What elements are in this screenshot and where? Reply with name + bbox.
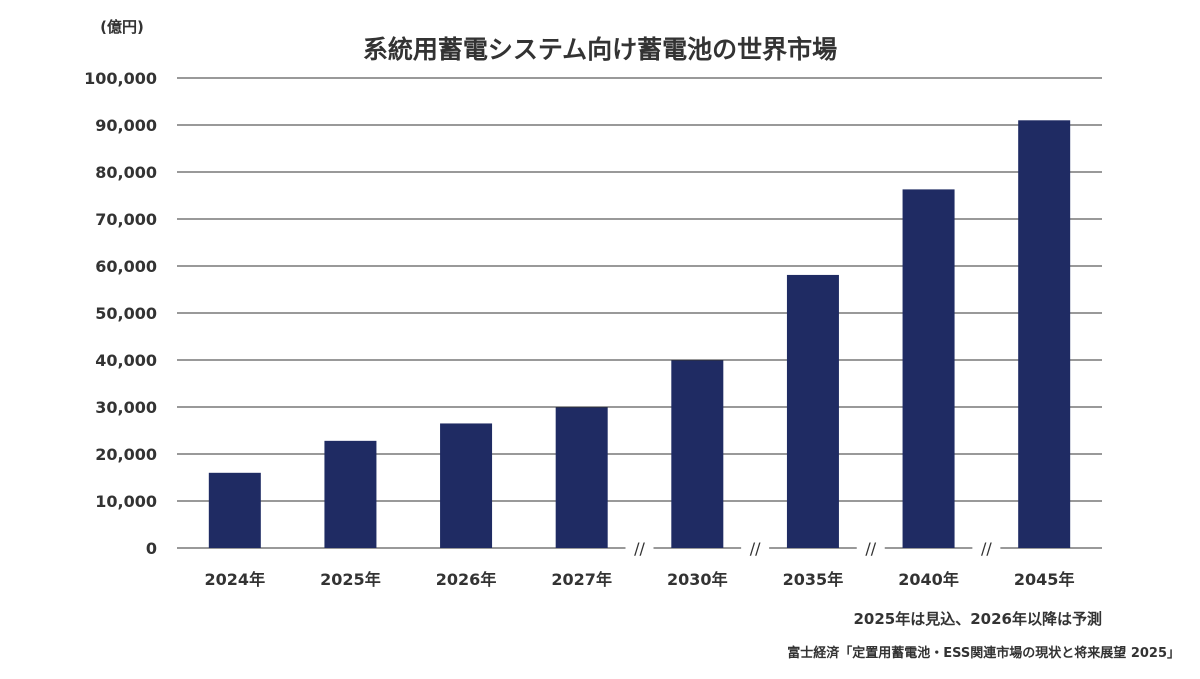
y-unit-label: (億円) [100, 18, 144, 36]
y-tick-label: 50,000 [95, 304, 157, 323]
x-tick-label: 2030年 [667, 570, 728, 589]
x-tick-label: 2027年 [551, 570, 612, 589]
y-tick-label: 100,000 [84, 69, 157, 88]
axis-break-gap [741, 545, 770, 552]
bar [671, 360, 724, 548]
y-axis-ticks: 0 10,000 20,000 30,000 40,000 50,000 60,000 70,… [84, 69, 157, 558]
x-tick-label: 2035年 [783, 570, 844, 589]
axis-break-mark: // [750, 539, 761, 558]
bar [786, 274, 839, 548]
chart-title: 系統用蓄電システム向け蓄電池の世界市場 [363, 35, 837, 64]
axis-break-gap [972, 545, 1001, 552]
y-tick-label: 20,000 [95, 445, 157, 464]
y-tick-label: 70,000 [95, 210, 157, 229]
x-tick-label: 2025年 [320, 570, 381, 589]
axis-break-mark: // [634, 539, 645, 558]
bar [324, 440, 377, 548]
bar [555, 407, 608, 548]
bar [1018, 120, 1071, 549]
y-tick-label: 80,000 [95, 163, 157, 182]
bar [440, 423, 493, 548]
axis-break-mark: // [981, 539, 992, 558]
y-tick-label: 0 [146, 539, 157, 558]
y-tick-label: 10,000 [95, 492, 157, 511]
y-tick-label: 90,000 [95, 116, 157, 135]
axis-break-mark: // [865, 539, 876, 558]
bar [208, 472, 261, 548]
axis-break-gap [856, 545, 885, 552]
forecast-note: 2025年は見込、2026年以降は予測 [854, 610, 1103, 628]
x-axis-ticks: 2024年 2025年 2026年 2027年 2030年 2035年 2040年 2045年 [205, 570, 1075, 589]
gridlines [177, 77, 1102, 549]
x-tick-label: 2045年 [1014, 570, 1075, 589]
y-tick-label: 30,000 [95, 398, 157, 417]
axis-break-marks: // // // // [625, 539, 1001, 558]
x-tick-label: 2040年 [898, 570, 959, 589]
bar [902, 189, 955, 548]
axis-break-gap [625, 545, 654, 552]
y-tick-label: 40,000 [95, 351, 157, 370]
source-citation: 富士経済「定置用蓄電池・ESS関連市場の現状と将来展望 2025」 [787, 645, 1180, 661]
x-tick-label: 2026年 [436, 570, 497, 589]
y-tick-label: 60,000 [95, 257, 157, 276]
bars [208, 120, 1071, 549]
x-tick-label: 2024年 [205, 570, 266, 589]
